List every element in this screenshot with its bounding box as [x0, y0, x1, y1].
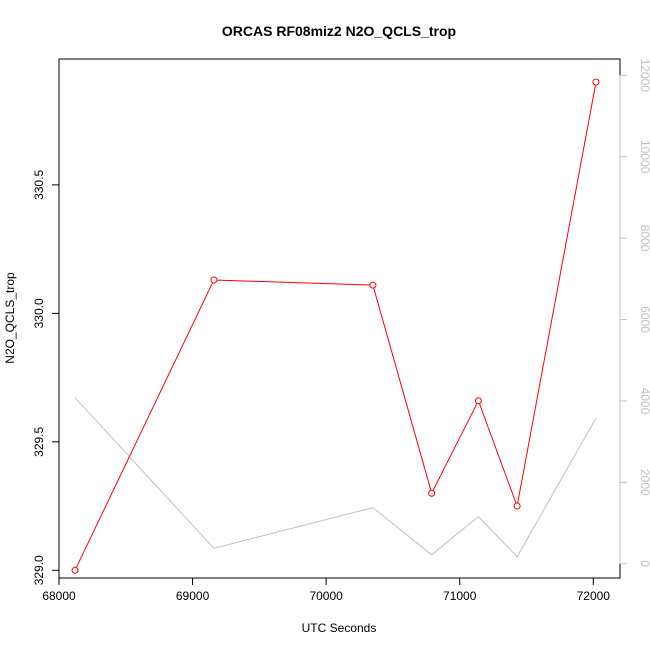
- series-line-1: [74, 397, 597, 558]
- x-tick-label: 69000: [176, 589, 210, 603]
- plot-area: [58, 58, 621, 579]
- x-tick-label: 72000: [577, 589, 611, 603]
- data-point: [210, 276, 218, 284]
- y-axis-right: 0 2000 4000 6000 8000 10000 12000: [619, 59, 650, 567]
- data-point: [474, 397, 482, 405]
- y-tick-label: 329.0: [32, 555, 46, 585]
- x-tick-label: 70000: [309, 589, 343, 603]
- y-tick-label: 330.5: [32, 170, 46, 200]
- y-tick-label: 329.5: [32, 426, 46, 456]
- y2-tick-label: 10000: [638, 140, 650, 174]
- x-tick-label: 71000: [443, 589, 477, 603]
- x-axis: 68000 69000 70000 71000 72000: [42, 577, 611, 603]
- y2-tick-label: 12000: [638, 59, 650, 93]
- y-axis-left: 329.0 329.5 330.0 330.5: [32, 170, 60, 585]
- y2-tick-label: 8000: [638, 225, 650, 252]
- data-point: [592, 78, 600, 86]
- y2-tick-label: 2000: [638, 469, 650, 496]
- data-point: [71, 566, 79, 574]
- chart-title: ORCAS RF08miz2 N2O_QCLS_trop: [222, 23, 456, 39]
- data-point: [369, 281, 377, 289]
- data-point: [513, 502, 521, 510]
- series-line-0: [74, 82, 597, 571]
- y2-tick-label: 0: [638, 560, 650, 567]
- data-point: [428, 489, 436, 497]
- y2-tick-label: 4000: [638, 388, 650, 415]
- y2-tick-label: 6000: [638, 306, 650, 333]
- x-axis-label: UTC Seconds: [302, 621, 377, 635]
- series-layer: [71, 78, 600, 574]
- x-tick-label: 68000: [42, 589, 76, 603]
- y-tick-label: 330.0: [32, 298, 46, 328]
- y-axis-label: N2O_QCLS_trop: [3, 272, 17, 364]
